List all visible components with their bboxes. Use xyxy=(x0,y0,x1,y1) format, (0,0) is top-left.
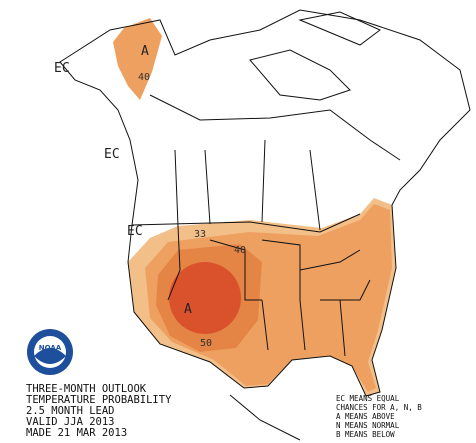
contour-label: 50 xyxy=(200,338,212,349)
region-label: A xyxy=(141,44,149,59)
legend-line: CHANCES FOR A, N, B xyxy=(336,403,422,412)
title-line: THREE-MONTH OUTLOOK xyxy=(26,383,147,395)
contour-label: 33 xyxy=(194,229,206,240)
logo-text: NOAA xyxy=(39,344,62,352)
legend-line: B MEANS BELOW xyxy=(336,430,395,439)
legend-block: EC MEANS EQUAL CHANCES FOR A, N, B A MEA… xyxy=(336,394,422,439)
region-label: EC xyxy=(127,224,143,239)
legend-line: EC MEANS EQUAL xyxy=(336,394,400,403)
contour-label: 40 xyxy=(138,72,150,83)
legend-line: N MEANS NORMAL xyxy=(336,421,400,430)
title-line: VALID JJA 2013 xyxy=(26,416,115,428)
region-label: EC xyxy=(104,147,120,162)
title-line: 2.5 MONTH LEAD xyxy=(26,405,115,417)
alaska-shading xyxy=(113,18,162,100)
title-line: TEMPERATURE PROBABILITY xyxy=(26,394,172,406)
map-outlines xyxy=(59,9,471,441)
title-block: THREE-MONTH OUTLOOK TEMPERATURE PROBABIL… xyxy=(26,383,172,439)
core-shading xyxy=(169,262,241,334)
legend-line: A MEANS ABOVE xyxy=(336,412,395,421)
contour-label: 40 xyxy=(234,245,246,256)
region-label: A xyxy=(184,302,192,317)
title-line: MADE 21 MAR 2013 xyxy=(26,427,127,439)
region-label: EC xyxy=(54,61,70,76)
noaa-logo: NOAA xyxy=(27,329,73,375)
